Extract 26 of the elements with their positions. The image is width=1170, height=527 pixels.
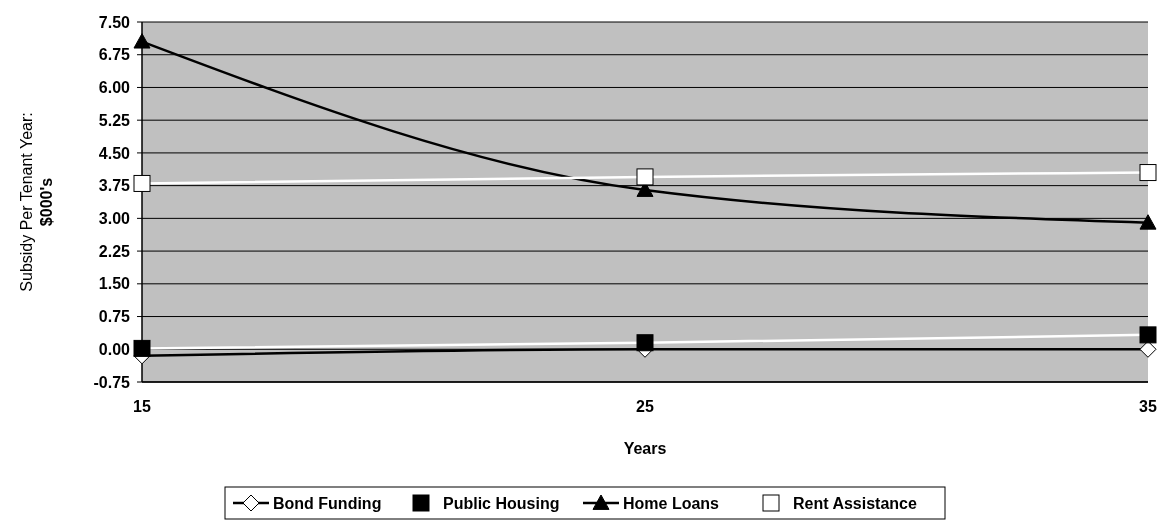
legend-label: Public Housing [443,494,560,512]
x-tick-label: 25 [636,398,654,415]
y-tick-label: 6.75 [98,46,131,64]
point [636,168,654,186]
point [133,174,151,192]
y-tick-label: 3.00 [98,209,131,227]
y-tick-label: 4.50 [98,144,131,162]
y-tick-label: 5.25 [98,111,131,129]
y-tick-label: 0.00 [98,340,131,358]
legend-label: Home Loans [623,494,720,512]
x-tick-label: 35 [1139,398,1157,415]
legend-label: Bond Funding [273,494,382,512]
y-tick-label: 6.00 [98,79,131,97]
y-tick-label: 2.25 [98,242,131,260]
point [1139,214,1157,230]
y-tick-label: 1.50 [98,275,131,293]
point [1139,164,1157,182]
y-axis-title: Subsidy Per Tenant Year: $000's [18,112,55,292]
x-tick-label: 15 [133,398,151,415]
x-axis-title: Years [623,440,667,457]
y-tick-label: -0.75 [93,373,131,391]
y-tick-label: 3.75 [98,177,131,195]
y-tick-label: 0.75 [98,308,131,326]
point [133,33,151,49]
y-tick-label: 7.50 [98,13,131,31]
legend-label: Rent Assistance [793,494,917,512]
